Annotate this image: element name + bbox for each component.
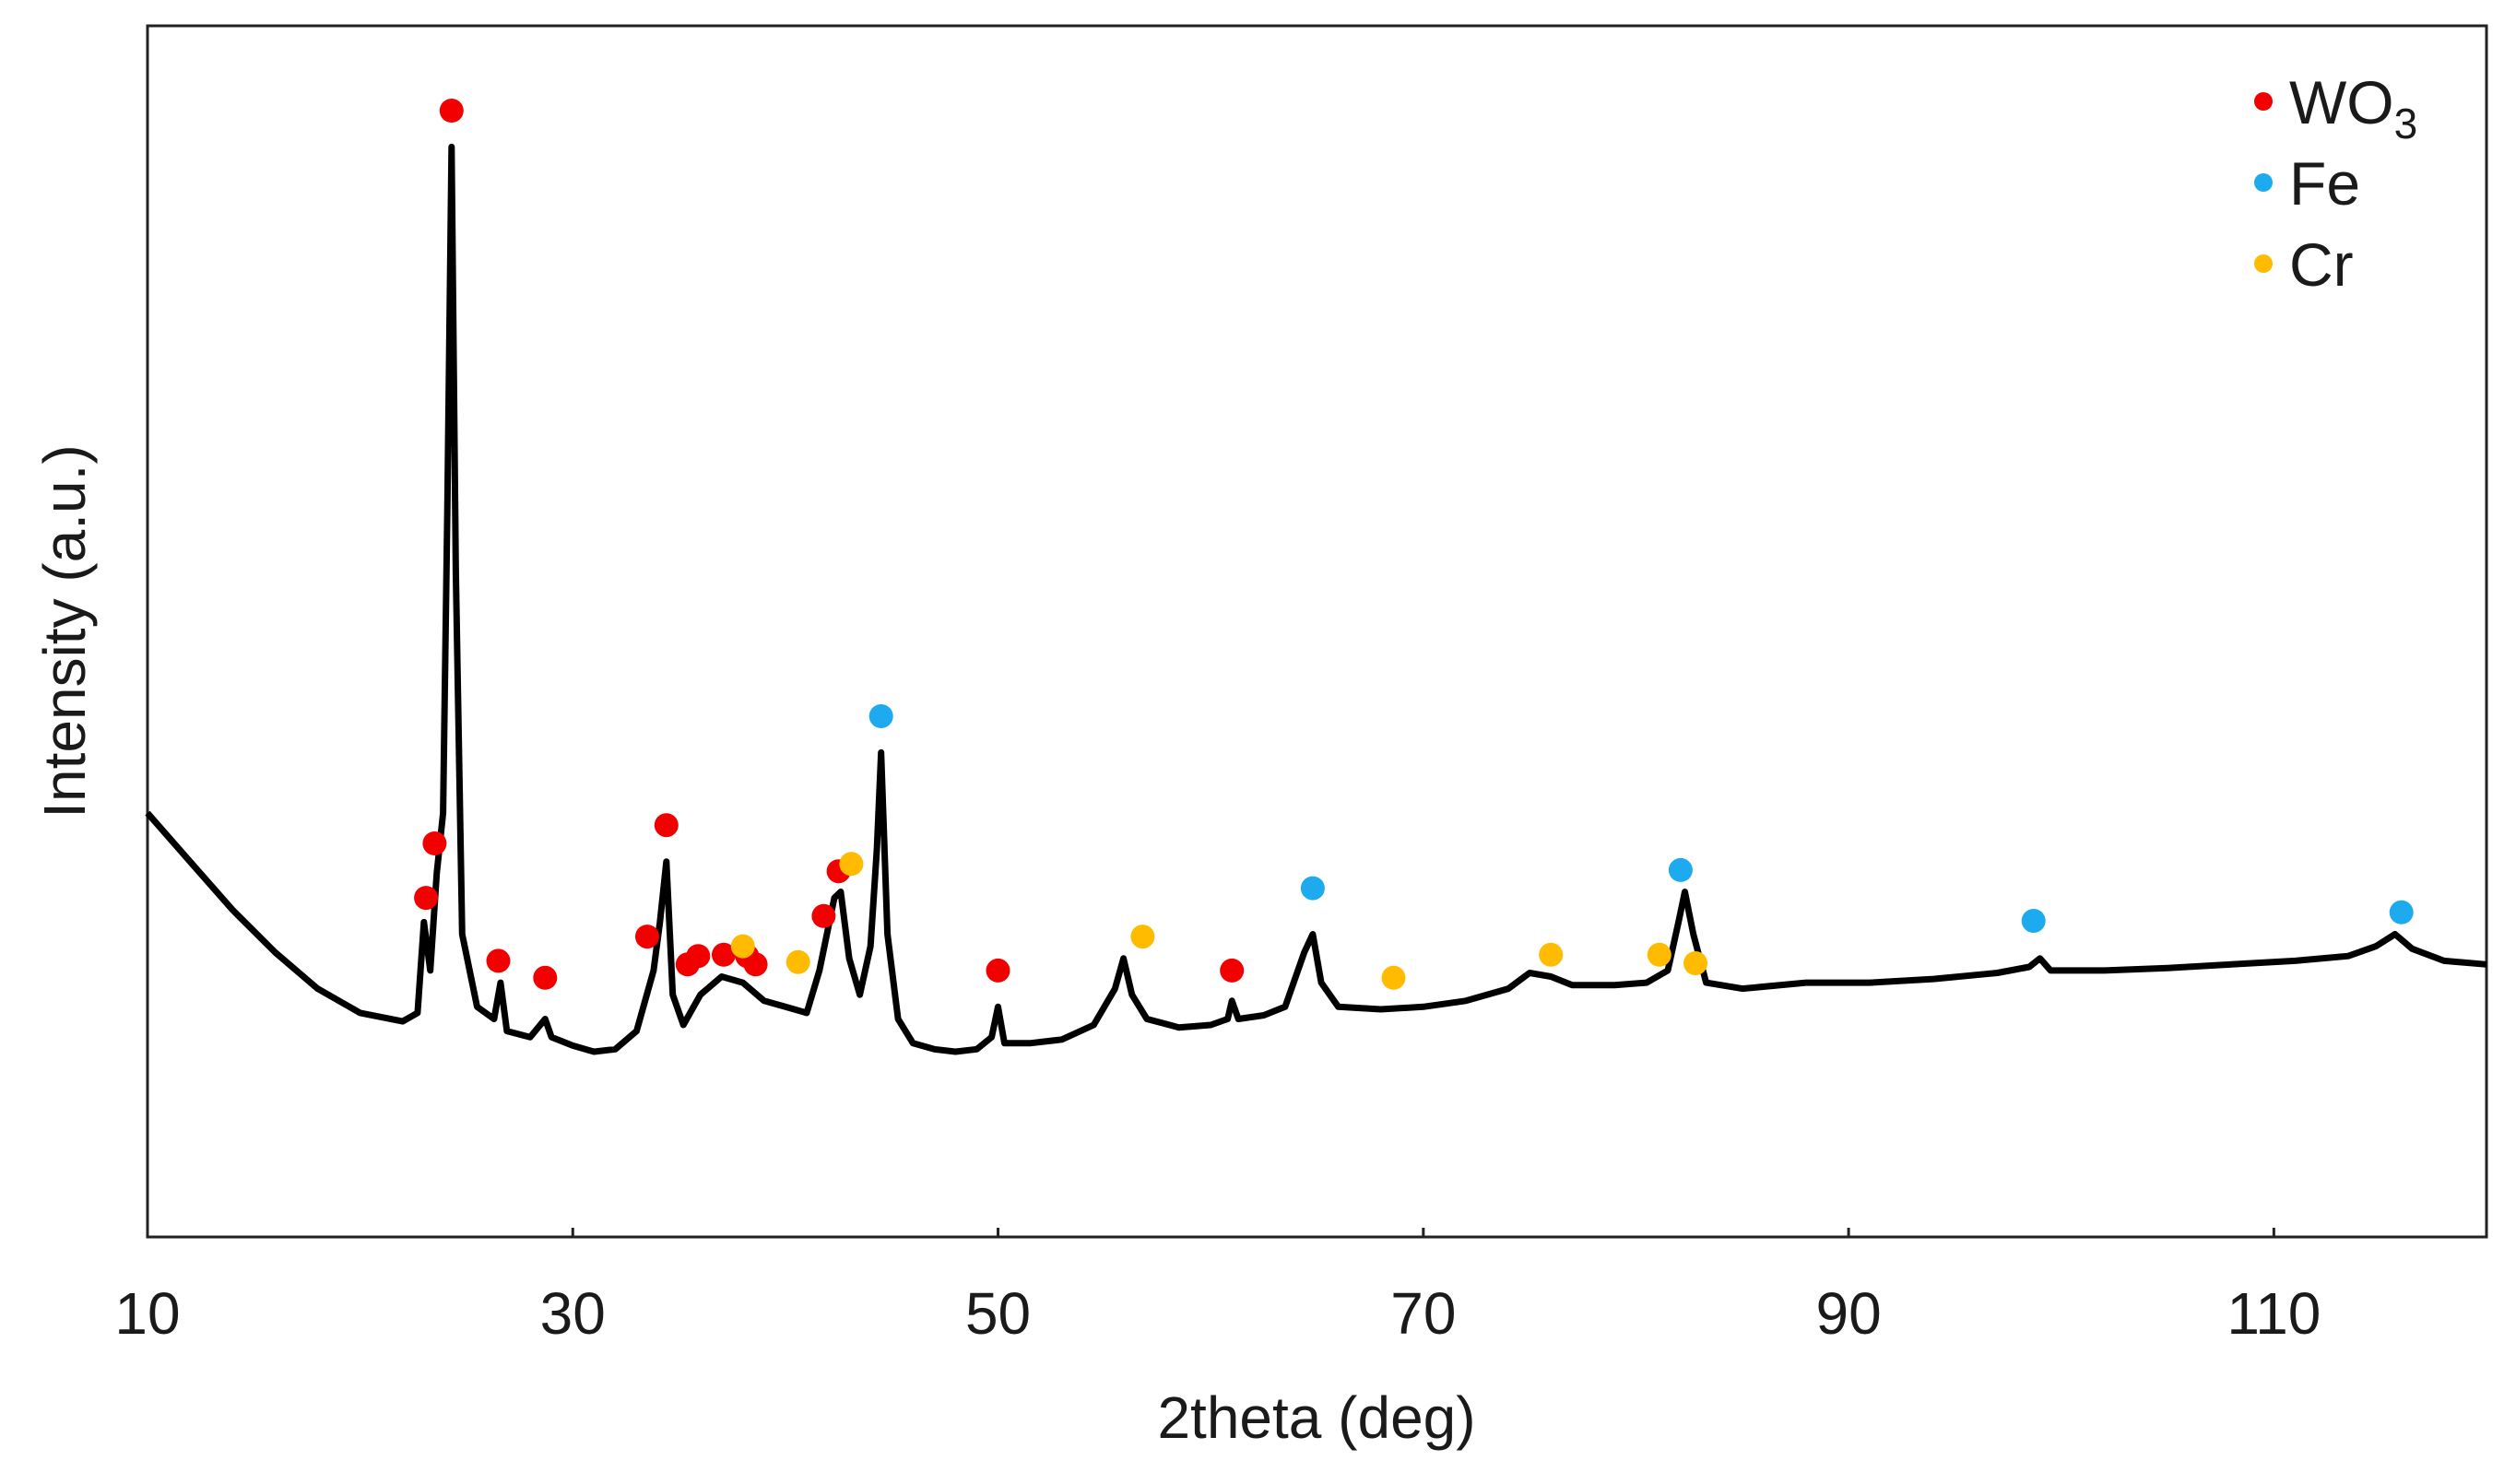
- marker-cr-7: [1683, 951, 1707, 975]
- marker-wo3-3: [486, 948, 511, 973]
- x-tick-label-4: 90: [1815, 1280, 1881, 1347]
- marker-cr-6: [1647, 942, 1671, 967]
- marker-wo3-1: [422, 831, 447, 855]
- x-axis-title: 2theta (deg): [1157, 1384, 1475, 1451]
- marker-fe-3: [2021, 909, 2046, 933]
- marker-fe-0: [868, 704, 893, 728]
- marker-cr-5: [1539, 942, 1564, 967]
- marker-wo3-11: [743, 952, 768, 977]
- marker-cr-1: [786, 949, 810, 974]
- x-axis-ticks: 10 30 50 70 90 110: [114, 1228, 2321, 1347]
- legend-label-fe: Fe: [2289, 149, 2360, 218]
- legend-marker-wo3: [2254, 92, 2273, 111]
- legend-label-cr: Cr: [2289, 230, 2354, 299]
- marker-wo3-5: [635, 925, 659, 949]
- legend-label-wo3: WO3: [2289, 68, 2417, 147]
- plot-marks: [145, 99, 2487, 1055]
- marker-wo3-4: [533, 965, 558, 990]
- marker-fe-2: [1668, 857, 1693, 882]
- x-tick-label-3: 70: [1390, 1280, 1456, 1347]
- legend: WO3 Fe Cr: [2254, 68, 2417, 299]
- marker-wo3-15: [1220, 958, 1245, 983]
- marker-wo3-2: [439, 99, 464, 123]
- marker-wo3-9: [712, 942, 736, 967]
- marker-cr-3: [1130, 925, 1155, 949]
- marker-cr-2: [839, 852, 864, 877]
- x-tick-label-0: 10: [114, 1280, 180, 1347]
- x-tick-label-2: 50: [965, 1280, 1031, 1347]
- plot-frame: [146, 24, 2488, 1239]
- x-tick-label-5: 110: [2227, 1280, 2321, 1347]
- legend-marker-fe: [2254, 173, 2273, 192]
- y-axis-title: Intensity (a.u.): [31, 444, 98, 819]
- marker-wo3-8: [686, 944, 711, 969]
- marker-wo3-6: [654, 813, 679, 838]
- marker-cr-4: [1381, 965, 1406, 990]
- marker-cr-0: [730, 934, 755, 959]
- x-tick-label-1: 30: [540, 1280, 606, 1347]
- marker-wo3-14: [986, 958, 1010, 983]
- marker-fe-1: [1300, 876, 1325, 901]
- marker-wo3-12: [811, 903, 836, 928]
- marker-wo3-0: [414, 886, 439, 911]
- series-line-0: [145, 143, 2487, 1055]
- legend-marker-cr: [2254, 254, 2273, 273]
- marker-fe-4: [2389, 900, 2414, 925]
